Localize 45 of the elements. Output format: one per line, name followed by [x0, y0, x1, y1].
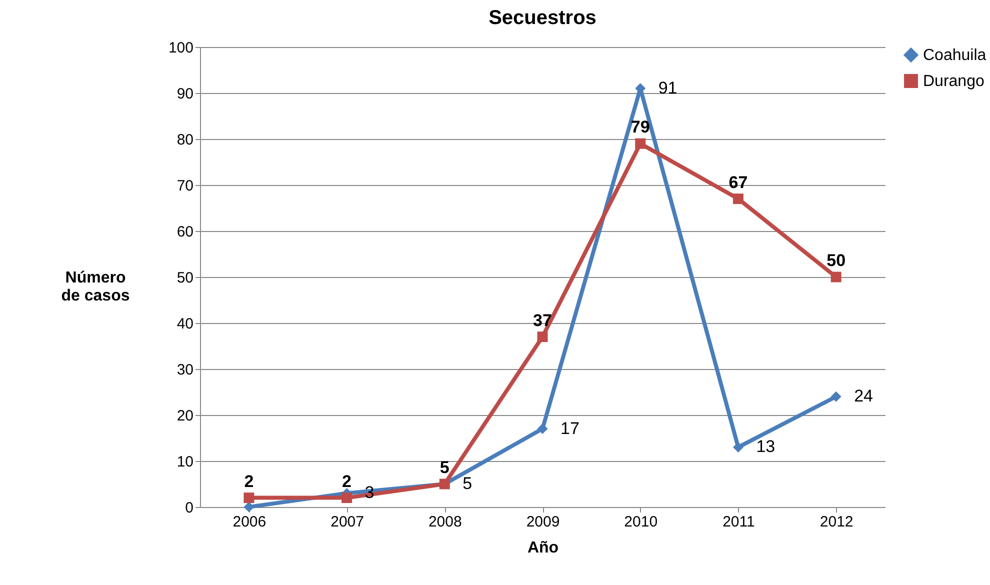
point [732, 194, 744, 204]
data-label: 13 [756, 437, 776, 456]
x-tick-label: 2009 [526, 514, 560, 530]
data-label: 5 [440, 458, 450, 477]
chart-title: Secuestros [488, 7, 596, 29]
data-label: 17 [560, 418, 580, 438]
point [732, 442, 744, 452]
point [537, 332, 548, 342]
data-label: 50 [826, 251, 846, 270]
x-tick-label: 2012 [820, 514, 854, 530]
point [830, 272, 842, 282]
x-tick-label: 2010 [624, 514, 658, 530]
data-label: 3 [364, 483, 374, 502]
y-tick-label: 30 [176, 362, 194, 378]
x-tick-label: 2007 [330, 514, 364, 530]
legend-label: Coahuila [923, 47, 986, 64]
data-label: 2 [244, 472, 254, 491]
legend-label: Durango [923, 73, 984, 90]
y-tick-label: 0 [185, 500, 194, 516]
y-tick-label: 100 [168, 40, 194, 56]
y-tick-label: 90 [176, 86, 194, 102]
data-label: 24 [854, 386, 873, 406]
x-tick-label: 2006 [232, 514, 266, 530]
x-tick-label: 2011 [722, 514, 755, 530]
y-tick-label: 80 [176, 132, 194, 148]
point [244, 492, 254, 504]
data-label: 2 [342, 472, 352, 491]
data-label: 5 [462, 474, 472, 493]
point [244, 502, 254, 512]
y-tick-label: 50 [176, 270, 194, 286]
y-tick-label: 20 [176, 408, 194, 424]
point [342, 492, 352, 504]
point [635, 138, 646, 149]
x-axis-title: Año [527, 540, 559, 556]
x-tick-label: 2008 [428, 514, 462, 530]
y-tick-label: 70 [176, 178, 194, 194]
y-axis-title: Número de casos [61, 270, 130, 304]
data-label: 91 [658, 78, 678, 98]
point [537, 424, 548, 434]
data-label: 67 [728, 172, 748, 192]
y-tick-label: 10 [176, 454, 194, 470]
y-tick-label: 40 [176, 316, 194, 332]
data-label: 79 [630, 118, 650, 137]
point [830, 391, 842, 402]
y-tick-label: 60 [176, 224, 194, 240]
